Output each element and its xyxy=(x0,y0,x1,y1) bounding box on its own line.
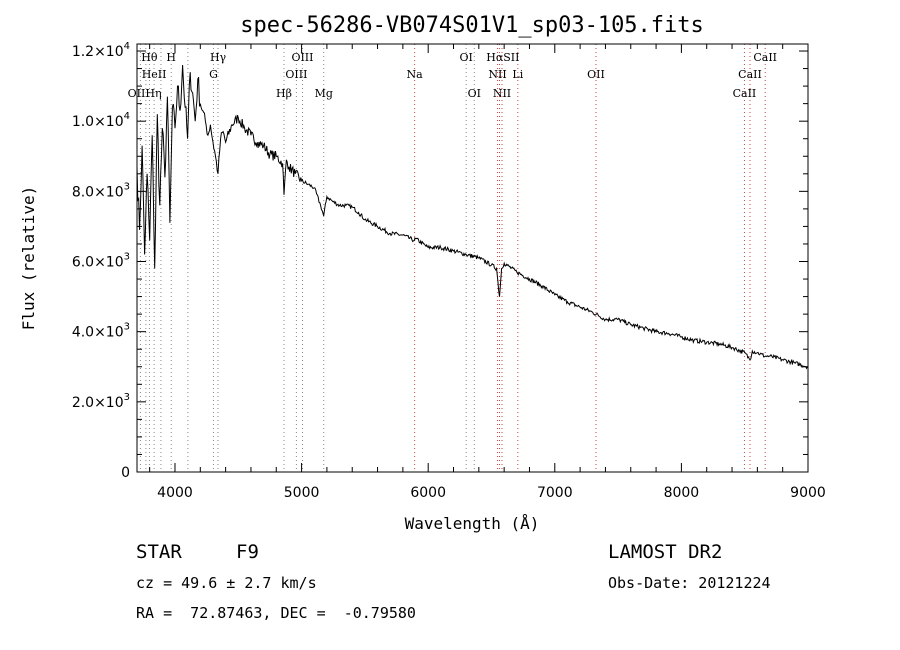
x-tick-label: 4000 xyxy=(157,485,193,501)
spectral-line-label-9: OIII xyxy=(285,68,307,81)
y-tick-label: 4.0×103 xyxy=(72,322,130,341)
y-tick-label: 6.0×103 xyxy=(72,252,130,271)
x-tick-label: 6000 xyxy=(410,485,446,501)
spectral-line-label-4: OI xyxy=(459,51,472,64)
chart-title: spec-56286-VB074S01V1_sp03-105.fits xyxy=(240,13,704,38)
spectral-line-label-5: HαSII xyxy=(486,51,519,64)
object-type: STAR xyxy=(136,541,182,563)
x-tick-label: 9000 xyxy=(790,485,826,501)
spectral-line-label-8: G xyxy=(209,68,218,81)
spectrum-series-line xyxy=(136,64,809,370)
redshift-readout: cz = 49.6 ± 2.7 km/s xyxy=(136,574,317,592)
spectral-line-label-13: OII xyxy=(587,68,605,81)
spectral-line-label-12: Li xyxy=(512,68,523,81)
spectral-line-markers xyxy=(139,44,766,472)
y-tick-label: 2.0×103 xyxy=(72,392,130,411)
spectral-line-label-15: OIIHη xyxy=(128,87,162,100)
survey-name: LAMOST DR2 xyxy=(608,541,723,563)
spectral-line-label-6: CaII xyxy=(753,51,777,64)
x-axis-label: Wavelength (Å) xyxy=(405,514,540,533)
y-tick-label: 0 xyxy=(121,465,130,481)
y-tick-label: 8.0×103 xyxy=(72,181,130,200)
spectral-line-label-17: Mg xyxy=(315,87,333,100)
spectral-line-label-10: Na xyxy=(407,68,424,81)
spectral-line-label-14: CaII xyxy=(738,68,762,81)
spectral-line-label-1: H xyxy=(166,51,176,64)
spectral-line-label-18: OI xyxy=(468,87,481,100)
y-axis-label: Flux (relative) xyxy=(19,186,38,331)
x-tick-labels: 4000 5000 6000 7000 8000 9000 xyxy=(157,485,826,501)
spectral-line-label-19: NII xyxy=(493,87,511,100)
plot-frame xyxy=(136,43,809,473)
spectral-line-label-20: CaII xyxy=(733,87,757,100)
x-tick-label: 7000 xyxy=(537,485,573,501)
y-tick-label: 1.2×104 xyxy=(72,41,130,60)
coordinates-readout: RA = 72.87463, DEC = -0.79580 xyxy=(136,604,416,622)
spectral-line-label-2: Hγ xyxy=(210,51,227,64)
spectral-line-label-11: NII xyxy=(488,68,506,81)
x-tick-label: 8000 xyxy=(664,485,700,501)
observation-date: Obs-Date: 20121224 xyxy=(608,574,771,592)
spectral-line-label-3: OIII xyxy=(291,51,313,64)
axis-ticks xyxy=(137,44,809,473)
spectral-line-label-16: Hβ xyxy=(276,87,292,100)
x-tick-label: 5000 xyxy=(284,485,320,501)
spectral-line-label-0: Hθ xyxy=(141,51,158,64)
y-tick-label: 1.0×104 xyxy=(72,111,130,130)
spectral-subclass: F9 xyxy=(236,541,259,563)
y-tick-labels: 0 2.0×103 4.0×103 6.0×103 8.0×103 1.0×104 1.2×… xyxy=(72,41,130,481)
spectral-line-label-7: HeII xyxy=(142,68,167,81)
